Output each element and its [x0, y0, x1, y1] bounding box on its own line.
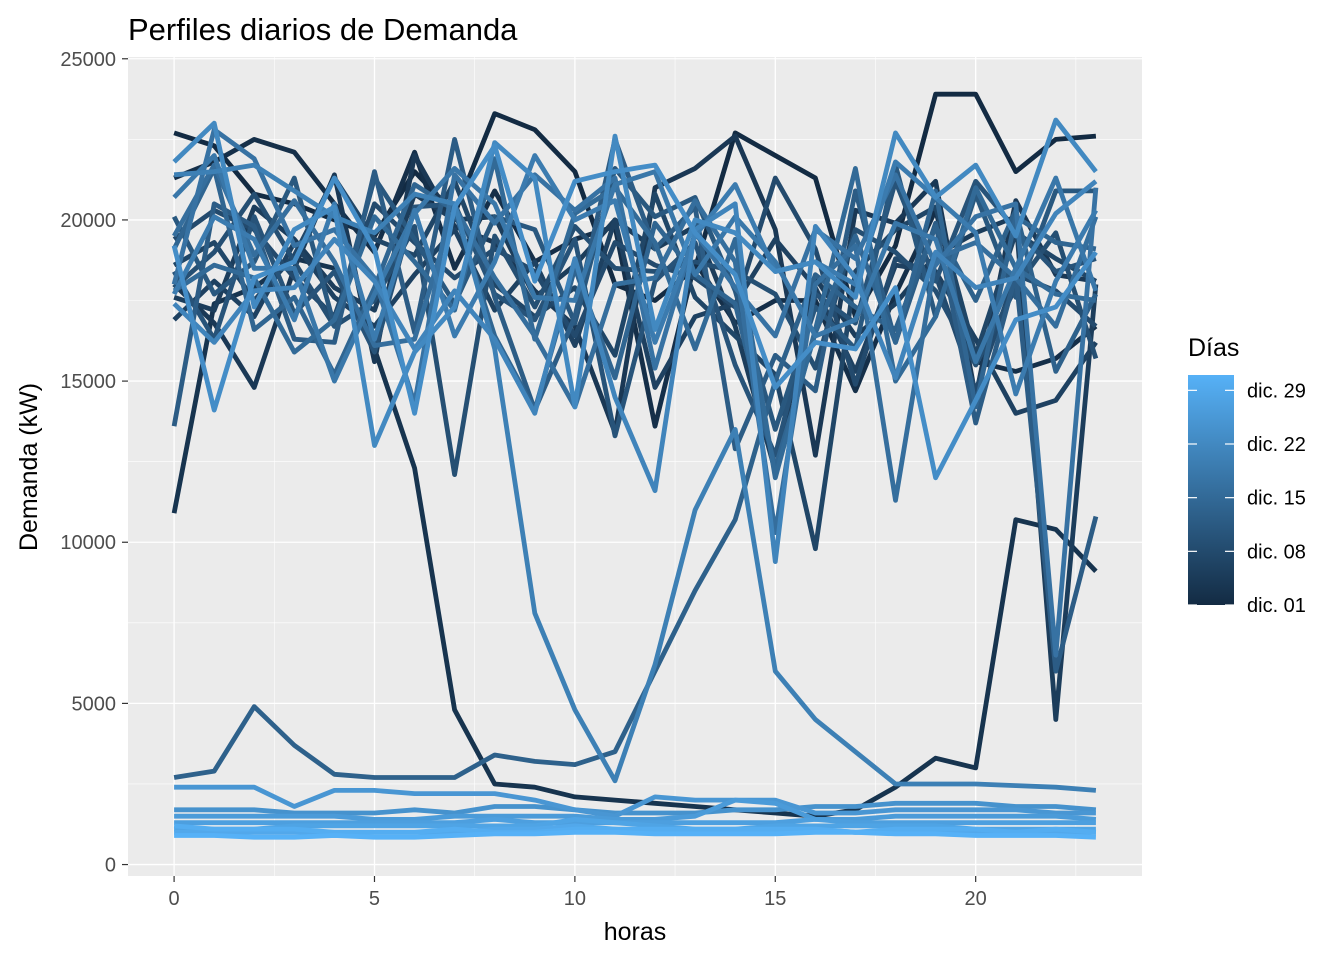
legend-colorbar: [1188, 375, 1234, 605]
y-tick-label: 5000: [72, 693, 117, 715]
series-line-day-15: [172, 156, 1097, 481]
series-line-day-3: [171, 256, 1098, 819]
y-tick-label: 15000: [60, 371, 116, 393]
series-line-day-19: [171, 153, 1098, 397]
y-tick-label: 25000: [60, 49, 116, 71]
chart-title: Perfiles diarios de Demanda: [128, 12, 518, 47]
y-tick-label: 20000: [60, 210, 116, 232]
legend-label: dic. 08: [1247, 541, 1306, 563]
series-line-day-26: [174, 797, 1097, 822]
y-axis-label: Demanda (kW): [15, 383, 43, 551]
series-line-day-30: [173, 823, 1097, 835]
x-tick-label: 5: [369, 888, 380, 910]
series-line-day-28: [174, 817, 1096, 832]
y-tick-label: 10000: [60, 532, 116, 554]
legend-label: dic. 01: [1247, 595, 1306, 617]
legend-label: dic. 22: [1247, 434, 1306, 456]
x-tick-label: 0: [169, 888, 180, 910]
x-tick-label: 20: [965, 888, 987, 910]
y-tick-label: 0: [105, 855, 116, 877]
series-line-day-24: [174, 800, 1097, 816]
legend-label: dic. 15: [1247, 488, 1306, 510]
legend-title: Días: [1188, 334, 1239, 362]
legend-label: dic. 29: [1247, 380, 1306, 402]
axes: 0 5000 10000 15000 20000 25000 0 5 10 15 20: [60, 49, 986, 910]
series-line-day-31: [174, 829, 1097, 840]
gridlines: [128, 57, 1142, 876]
legend: Días dic. 29 dic. 22 dic. 15 dic. 08 dic. 01: [1188, 334, 1306, 617]
x-tick-label: 15: [764, 888, 786, 910]
x-tick-label: 10: [564, 888, 586, 910]
series-line-day-22: [172, 117, 1098, 448]
series-line-day-23: [171, 143, 1098, 481]
series-line-day-25: [174, 784, 1096, 819]
series-lines: [171, 91, 1099, 840]
series-line-day-21: [172, 179, 1098, 564]
x-axis-label: horas: [604, 918, 667, 946]
